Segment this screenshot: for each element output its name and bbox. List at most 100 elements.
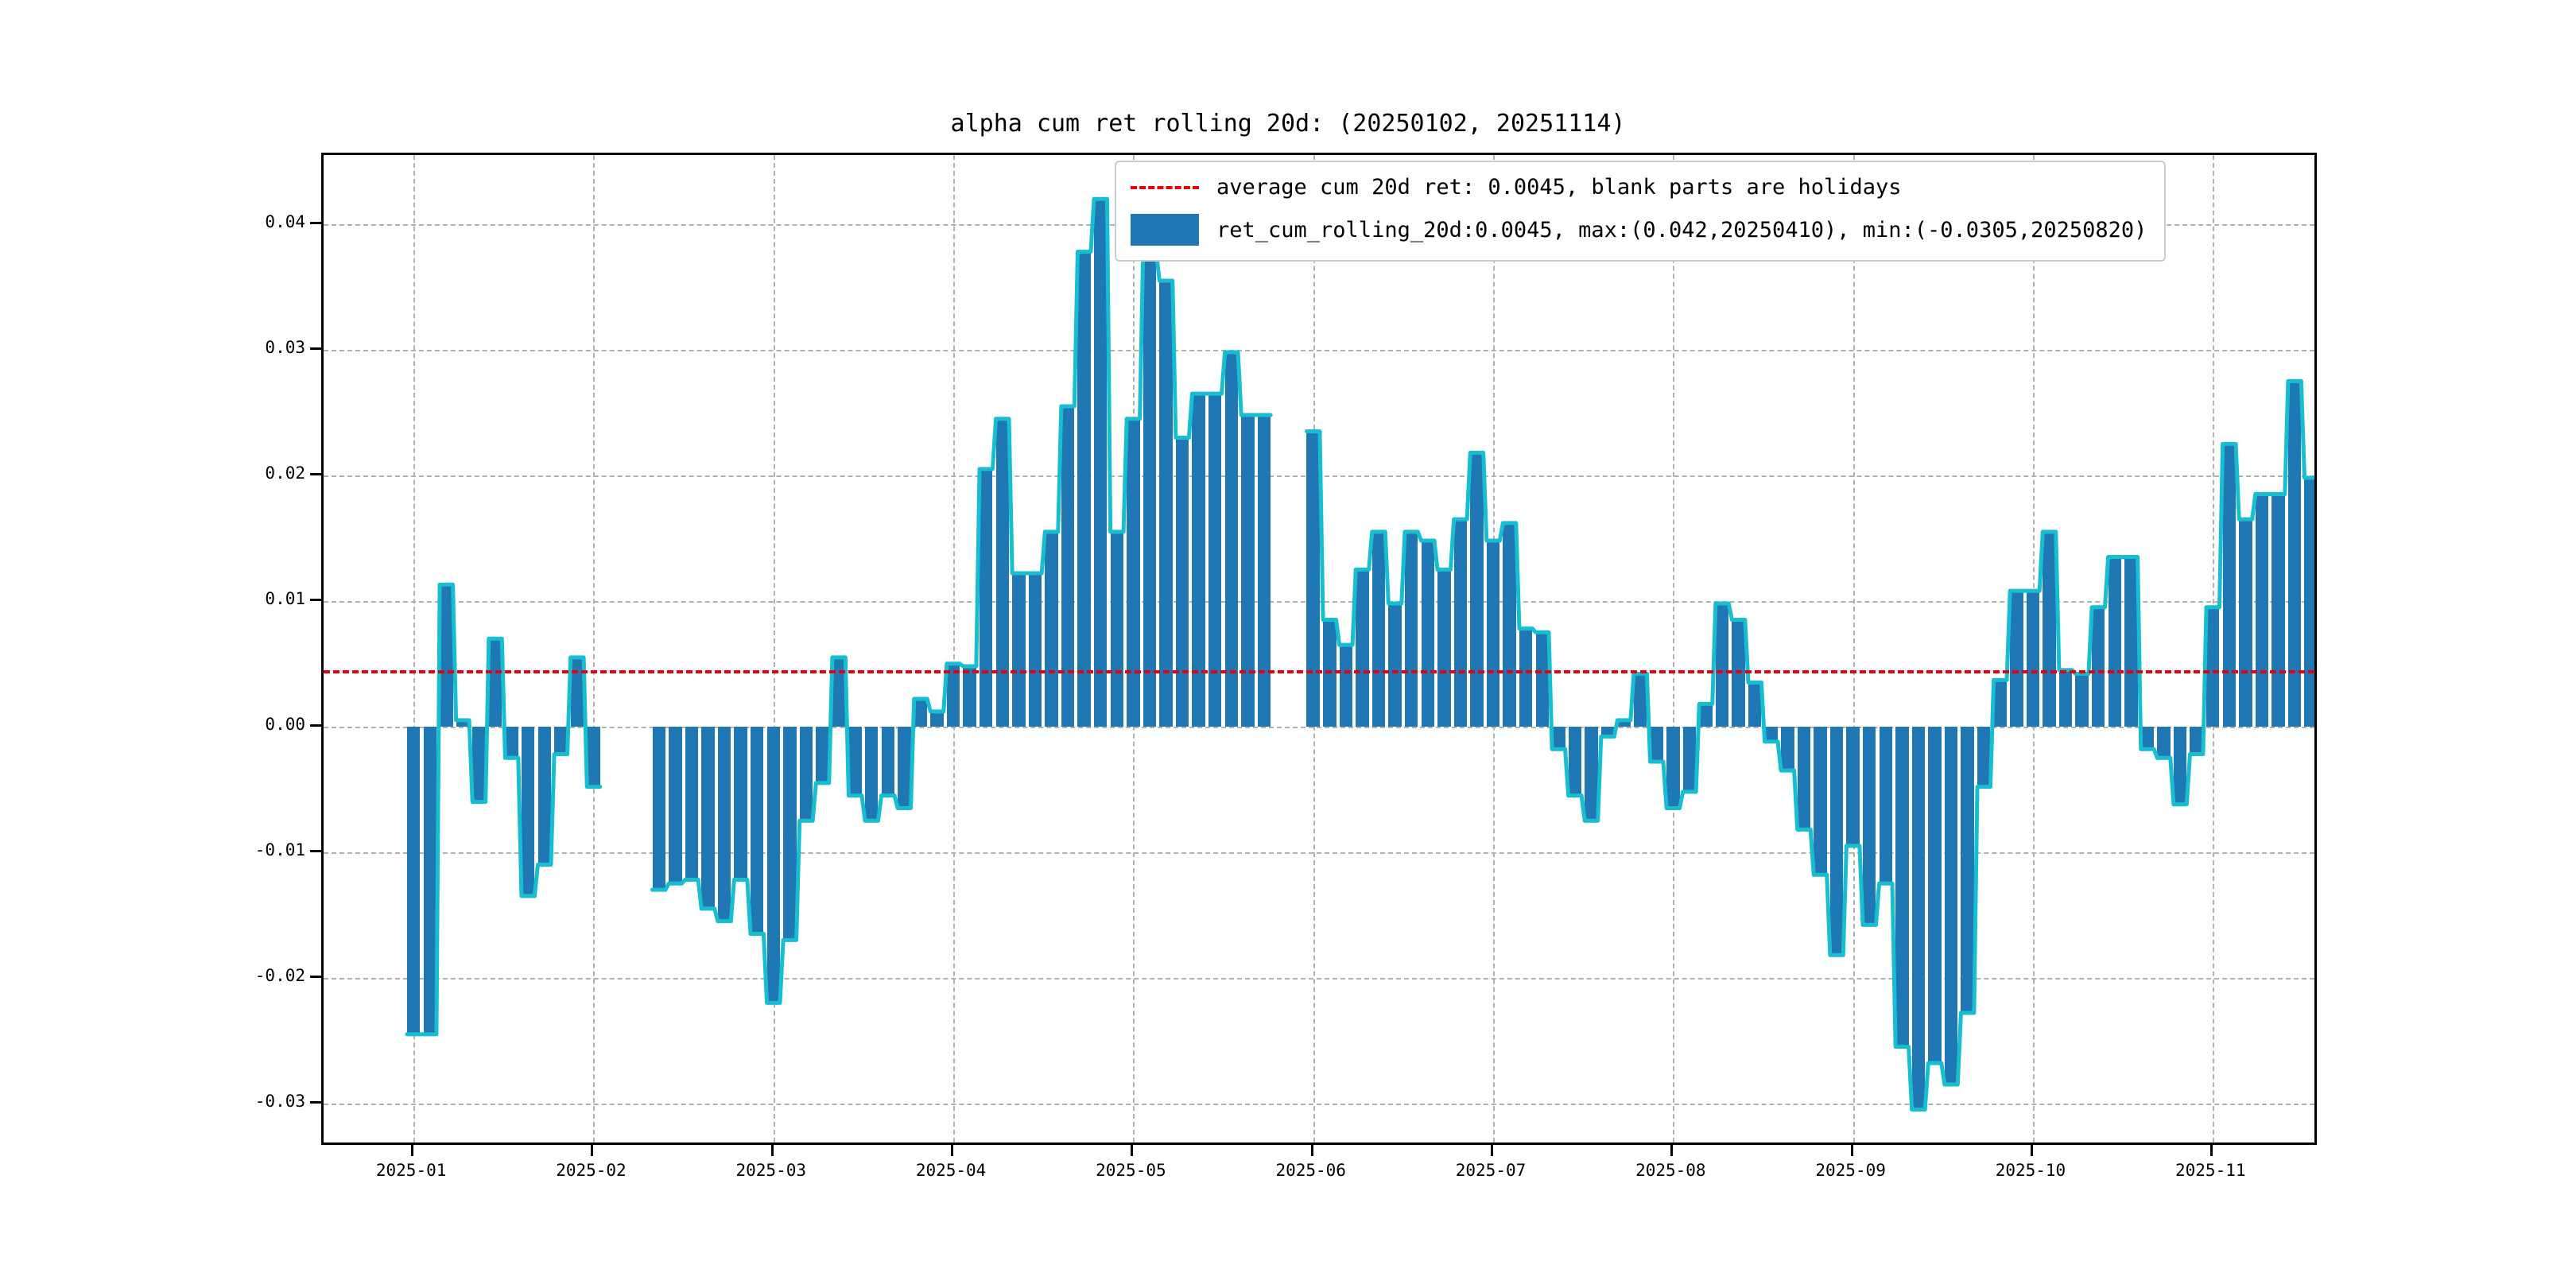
bar <box>554 726 568 755</box>
bar <box>750 726 764 934</box>
bar <box>1421 540 1434 727</box>
bar <box>2222 444 2237 727</box>
bar <box>2190 726 2203 755</box>
bar <box>2010 591 2023 727</box>
x-axis-tick-label: 2025-10 <box>1995 1161 2066 1180</box>
x-axis-tick-mark <box>951 1145 954 1156</box>
bar <box>995 418 1010 727</box>
x-axis-tick-label: 2025-08 <box>1635 1161 1706 1180</box>
bar <box>1077 251 1091 727</box>
bar <box>832 657 846 727</box>
bar <box>848 726 862 796</box>
bar <box>1699 704 1713 727</box>
bar <box>1814 726 1827 875</box>
y-axis-tick-label: -0.03 <box>254 1091 305 1111</box>
bar <box>2271 494 2285 727</box>
y-axis-tick-mark <box>310 975 321 978</box>
bar <box>1388 603 1402 727</box>
bar <box>914 699 928 727</box>
bar <box>1404 531 1418 727</box>
x-axis-tick-mark <box>591 1145 594 1156</box>
gridline-horizontal <box>324 977 2314 980</box>
bar <box>881 726 895 796</box>
bar <box>1977 726 1991 787</box>
bar <box>816 726 829 783</box>
bar <box>1829 726 1844 956</box>
bar <box>1045 531 1058 727</box>
bar <box>1944 726 1958 1084</box>
bar <box>898 726 911 809</box>
bar <box>1748 682 1762 727</box>
bar <box>1682 726 1697 792</box>
bar <box>1306 431 1320 727</box>
line-segment <box>405 582 603 1037</box>
bar <box>1453 519 1468 727</box>
bar <box>1470 452 1484 727</box>
page-title: alpha cum ret rolling 20d: (20250102, 20… <box>950 110 1626 138</box>
plot-area <box>321 153 2317 1145</box>
bar <box>1552 726 1565 750</box>
bar <box>980 468 993 727</box>
bar <box>799 726 813 821</box>
bar <box>946 663 960 727</box>
legend-item-series: ret_cum_rolling_20d:0.0045, max:(0.042,2… <box>1131 214 2147 246</box>
x-axis-tick-mark <box>411 1145 414 1156</box>
bar <box>2075 673 2089 727</box>
bar <box>734 726 747 880</box>
x-axis-tick-label: 2025-03 <box>735 1161 807 1180</box>
bar <box>1356 569 1369 727</box>
x-axis-tick-label: 2025-04 <box>915 1161 987 1180</box>
gridline-vertical <box>953 155 956 1143</box>
bar <box>1862 726 1876 925</box>
bar <box>1650 726 1663 762</box>
bar <box>1339 645 1353 727</box>
bar <box>1961 726 1974 1013</box>
bar <box>1437 569 1451 727</box>
gridline-vertical <box>593 155 596 1143</box>
bar <box>1257 415 1271 727</box>
bar <box>685 726 699 880</box>
plot-inner <box>324 155 2314 1143</box>
gridline-vertical <box>1673 155 1675 1143</box>
bar <box>669 726 682 884</box>
bar <box>701 726 715 909</box>
x-axis-tick-label: 2025-02 <box>556 1161 627 1180</box>
bar <box>930 711 944 727</box>
y-axis-tick-mark <box>310 724 321 727</box>
bar <box>1928 726 1942 1064</box>
bar <box>1061 405 1075 727</box>
bar <box>1781 726 1794 771</box>
line-segment <box>650 196 1273 1005</box>
y-axis-tick-mark <box>310 1100 321 1104</box>
legend: average cum 20d ret: 0.0045, blank parts… <box>1115 161 2167 262</box>
gridline-vertical <box>773 155 775 1143</box>
bar <box>1127 418 1140 727</box>
bar <box>1797 726 1811 830</box>
x-axis-tick-mark <box>1491 1145 1494 1156</box>
gridline-horizontal <box>324 349 2314 351</box>
x-axis-tick-mark <box>1850 1145 1853 1156</box>
bar <box>2058 669 2073 727</box>
gridline-vertical <box>1852 155 1855 1143</box>
y-axis-tick-mark <box>310 221 321 224</box>
bar <box>472 726 486 802</box>
bar <box>2092 607 2105 727</box>
bar <box>652 726 665 890</box>
y-axis-tick-label: 0.03 <box>265 337 305 357</box>
bar <box>537 726 551 865</box>
gridline-horizontal <box>324 1103 2314 1105</box>
bar <box>1224 352 1239 727</box>
line-segment <box>1304 378 2314 1112</box>
bar <box>1585 726 1598 821</box>
bar <box>1094 199 1108 727</box>
bar <box>1241 415 1255 727</box>
bar <box>2173 726 2187 805</box>
bar <box>570 657 584 727</box>
x-axis-tick-label: 2025-09 <box>1815 1161 1886 1180</box>
y-axis-tick-label: 0.00 <box>265 714 305 734</box>
bar <box>1846 726 1860 846</box>
gridline-horizontal <box>324 852 2314 854</box>
bar <box>2108 557 2122 727</box>
y-axis-tick-mark <box>310 347 321 350</box>
bar <box>1208 394 1222 727</box>
